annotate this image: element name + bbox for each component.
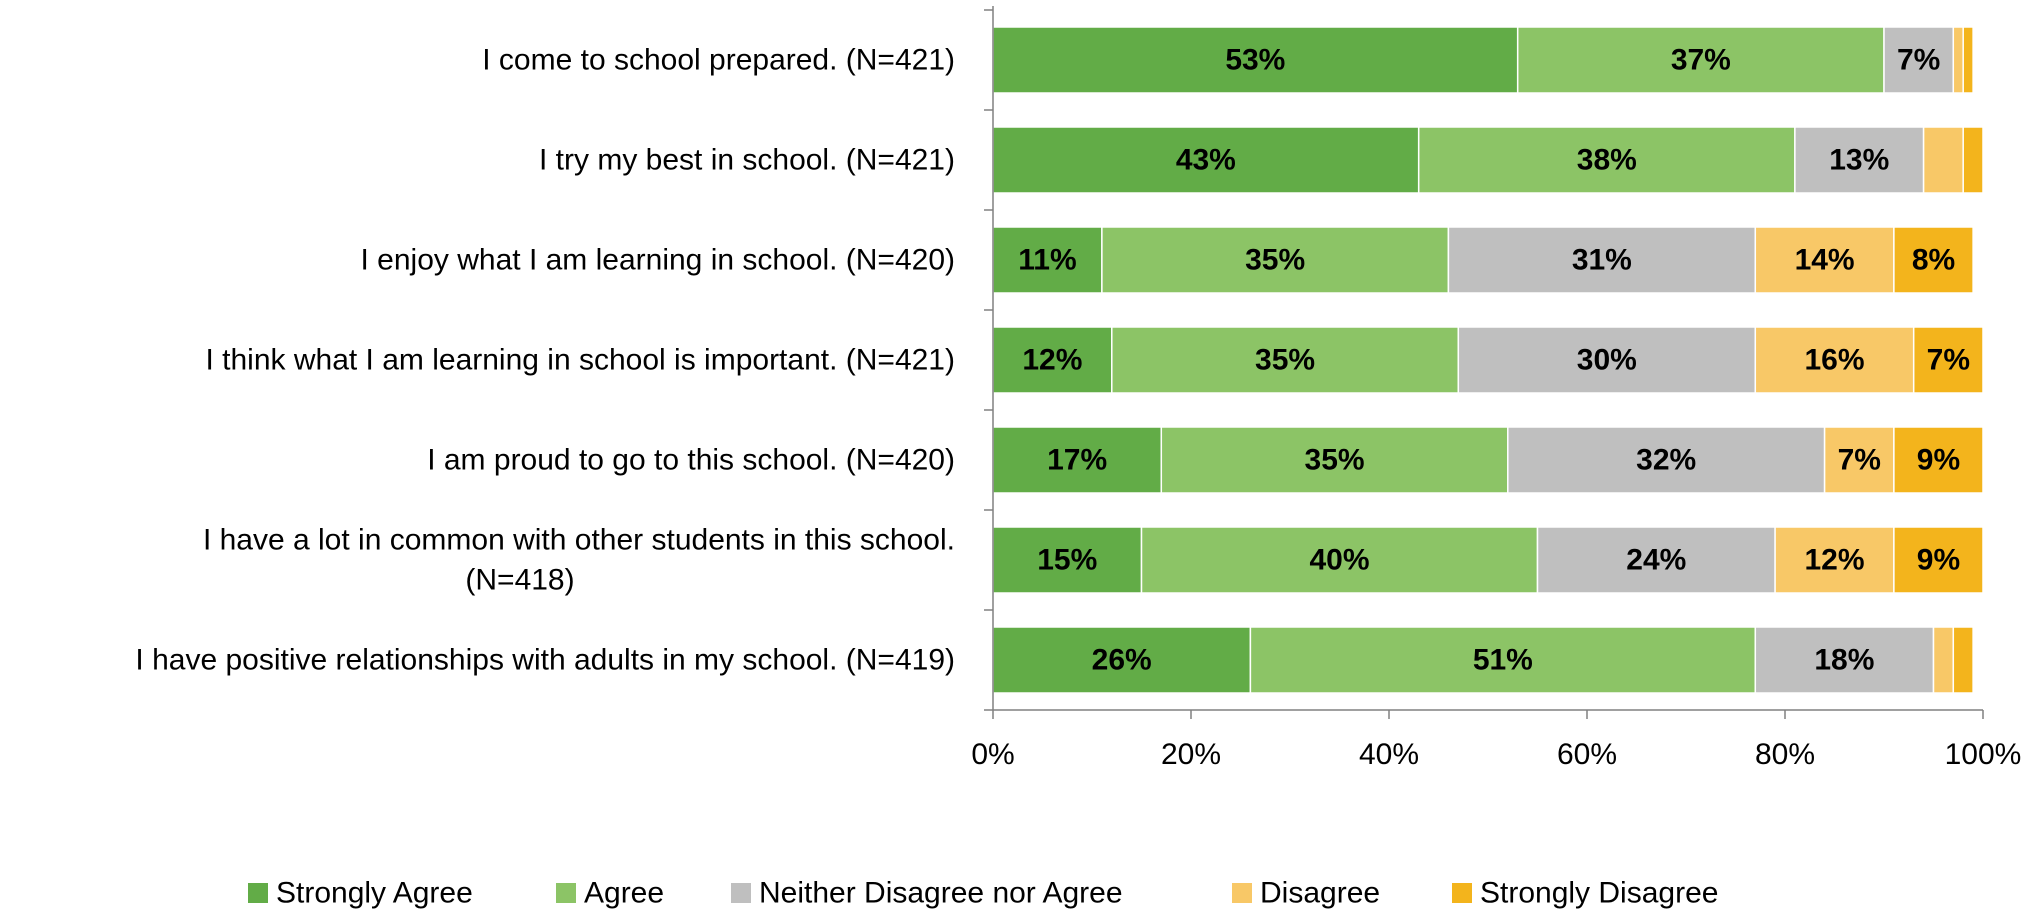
bar-segment	[1457, 326, 1757, 394]
category-label: I enjoy what I am learning in school. (N…	[361, 244, 955, 277]
data-label: 17%	[1047, 444, 1107, 477]
bar-segment	[1754, 626, 1935, 694]
bar-segment	[1893, 226, 1974, 294]
bar-segment	[1883, 26, 1955, 94]
bar-segment	[1160, 426, 1509, 494]
bar-segment	[1794, 126, 1925, 194]
data-label: 35%	[1305, 444, 1365, 477]
bar-segment	[1893, 526, 1984, 594]
data-label: 11%	[1018, 244, 1076, 277]
category-labels-layer: I come to school prepared. (N=421) I try …	[135, 44, 955, 677]
bar-segment	[992, 326, 1113, 394]
data-label: 51%	[1473, 644, 1533, 677]
data-label: 7%	[1838, 444, 1881, 477]
bar-segment	[1823, 426, 1895, 494]
data-label: 32%	[1636, 444, 1696, 477]
legend-swatch	[731, 883, 751, 903]
legend-label: Agree	[584, 877, 664, 910]
x-tick-label: 100%	[1945, 738, 2022, 771]
data-label: 37%	[1671, 44, 1731, 77]
bar-segment	[1952, 626, 1974, 694]
data-label: 7%	[1927, 344, 1970, 377]
category-label: I have a lot in common with other studen…	[203, 524, 955, 557]
data-label: 38%	[1577, 144, 1637, 177]
legend-swatch	[248, 883, 268, 903]
legend: Strongly Agree Agree Neither Disagree nor …	[248, 877, 1718, 910]
data-label: 24%	[1626, 544, 1686, 577]
x-tick-label: 80%	[1755, 738, 1815, 771]
legend-label: Neither Disagree nor Agree	[759, 877, 1123, 910]
data-label: 26%	[1092, 644, 1152, 677]
data-label: 16%	[1804, 344, 1864, 377]
data-label: 9%	[1917, 544, 1960, 577]
bar-segment	[1447, 226, 1757, 294]
data-label: 31%	[1572, 244, 1632, 277]
x-tick-label: 60%	[1557, 738, 1617, 771]
bar-segment	[1922, 126, 1964, 194]
bar-segment	[1417, 126, 1796, 194]
x-tick-label: 0%	[971, 738, 1014, 771]
bar-segment	[992, 526, 1143, 594]
legend-label: Disagree	[1260, 877, 1380, 910]
bar-segment	[1754, 326, 1915, 394]
bar-segment	[1754, 226, 1895, 294]
data-label: 7%	[1897, 44, 1940, 77]
legend-swatch	[556, 883, 576, 903]
bar-segment	[1101, 226, 1450, 294]
data-label: 18%	[1814, 644, 1874, 677]
legend-swatch	[1452, 883, 1472, 903]
bar-segment	[1912, 326, 1984, 394]
data-label: 30%	[1577, 344, 1637, 377]
category-label: I come to school prepared. (N=421)	[482, 44, 955, 77]
data-label: 35%	[1245, 244, 1305, 277]
data-label: 53%	[1225, 44, 1285, 77]
x-tick-label: 20%	[1161, 738, 1221, 771]
bar-segment	[992, 26, 1519, 94]
category-label: I think what I am learning in school is …	[205, 344, 955, 377]
bar-segment	[1962, 26, 1974, 94]
bar-segment	[1932, 626, 1955, 694]
data-label: 8%	[1912, 244, 1955, 277]
bar-segment	[1952, 26, 1964, 94]
legend-label: Strongly Disagree	[1480, 877, 1718, 910]
category-label: (N=418)	[465, 564, 574, 597]
data-label: 12%	[1804, 544, 1864, 577]
x-tick-label: 40%	[1359, 738, 1419, 771]
data-label: 15%	[1037, 544, 1097, 577]
bar-segment	[992, 226, 1103, 294]
bar-segment	[1893, 426, 1984, 494]
bar-segment	[1516, 26, 1885, 94]
data-label: 9%	[1917, 444, 1960, 477]
bar-segment	[1249, 626, 1757, 694]
data-label: 13%	[1829, 144, 1889, 177]
data-label: 40%	[1309, 544, 1369, 577]
category-label: I am proud to go to this school. (N=420)	[427, 444, 955, 477]
data-labels-layer: 53% 37% 7% 43% 38% 13% 11% 35% 31% 14% 8% 12% 35% 30%…	[1018, 44, 1970, 677]
data-label: 14%	[1795, 244, 1855, 277]
bar-segment	[1774, 526, 1895, 594]
bar-segment	[992, 126, 1420, 194]
bar-segment	[1111, 326, 1460, 394]
bar-segment	[1536, 526, 1776, 594]
data-label: 35%	[1255, 344, 1315, 377]
axes-layer: 0% 20% 40% 60% 80% 100%	[971, 6, 2021, 771]
category-label: I have positive relationships with adult…	[135, 644, 955, 677]
legend-label: Strongly Agree	[276, 877, 473, 910]
legend-swatch	[1232, 883, 1252, 903]
data-label: 43%	[1176, 144, 1236, 177]
category-label: I try my best in school. (N=421)	[539, 144, 955, 177]
bar-segment	[1962, 126, 1984, 194]
bars-layer	[992, 26, 1984, 694]
data-label: 12%	[1022, 344, 1082, 377]
bar-segment	[1507, 426, 1826, 494]
